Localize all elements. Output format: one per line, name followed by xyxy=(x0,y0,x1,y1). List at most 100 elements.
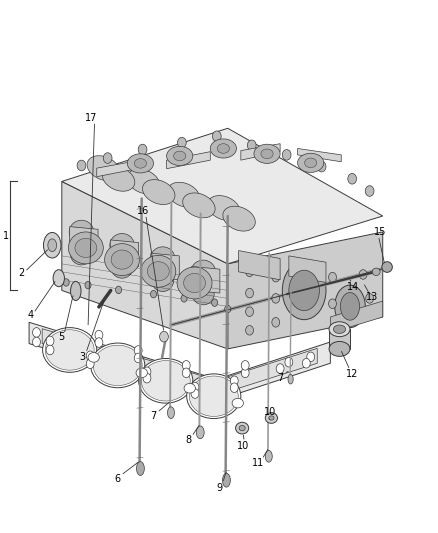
Ellipse shape xyxy=(75,238,97,257)
Circle shape xyxy=(150,290,156,298)
Polygon shape xyxy=(97,160,141,176)
Ellipse shape xyxy=(142,180,175,205)
Polygon shape xyxy=(166,152,210,168)
Circle shape xyxy=(246,326,254,335)
Ellipse shape xyxy=(42,328,97,372)
Ellipse shape xyxy=(184,273,205,293)
Text: 7: 7 xyxy=(150,411,157,422)
Ellipse shape xyxy=(136,368,148,377)
Ellipse shape xyxy=(261,149,273,159)
Text: 15: 15 xyxy=(374,227,386,237)
Circle shape xyxy=(283,150,291,160)
Ellipse shape xyxy=(102,166,135,191)
Ellipse shape xyxy=(304,158,317,167)
Ellipse shape xyxy=(254,144,280,164)
Ellipse shape xyxy=(288,374,293,384)
Ellipse shape xyxy=(152,270,173,292)
Text: 17: 17 xyxy=(85,112,98,123)
Polygon shape xyxy=(289,256,326,282)
Circle shape xyxy=(95,338,103,348)
Polygon shape xyxy=(151,253,179,280)
Polygon shape xyxy=(297,149,341,162)
Circle shape xyxy=(247,140,256,151)
Circle shape xyxy=(46,336,54,346)
Polygon shape xyxy=(241,144,280,160)
Text: 11: 11 xyxy=(252,458,265,468)
Ellipse shape xyxy=(88,353,99,362)
Ellipse shape xyxy=(329,342,350,357)
Ellipse shape xyxy=(177,267,212,299)
Ellipse shape xyxy=(150,247,175,270)
Circle shape xyxy=(212,131,221,142)
Ellipse shape xyxy=(335,285,365,328)
Ellipse shape xyxy=(269,416,274,420)
Ellipse shape xyxy=(236,422,249,434)
Ellipse shape xyxy=(189,376,238,416)
Text: 1: 1 xyxy=(4,231,10,241)
Circle shape xyxy=(63,279,69,286)
Ellipse shape xyxy=(196,426,204,439)
Circle shape xyxy=(103,153,112,164)
Text: 7: 7 xyxy=(277,373,283,383)
Ellipse shape xyxy=(329,322,350,337)
Ellipse shape xyxy=(372,268,380,276)
Polygon shape xyxy=(239,251,280,280)
Circle shape xyxy=(182,361,190,370)
Circle shape xyxy=(348,173,357,184)
Polygon shape xyxy=(330,301,383,333)
Ellipse shape xyxy=(141,255,176,287)
Ellipse shape xyxy=(191,260,215,284)
Ellipse shape xyxy=(53,270,64,287)
Ellipse shape xyxy=(137,462,145,475)
Polygon shape xyxy=(62,128,383,264)
Circle shape xyxy=(276,364,284,373)
Circle shape xyxy=(177,138,186,148)
Circle shape xyxy=(86,351,94,361)
Ellipse shape xyxy=(127,169,160,194)
Circle shape xyxy=(77,160,86,171)
Ellipse shape xyxy=(48,239,57,252)
Circle shape xyxy=(307,352,314,362)
Text: 14: 14 xyxy=(347,282,360,292)
Ellipse shape xyxy=(91,343,145,387)
Circle shape xyxy=(143,367,151,376)
Ellipse shape xyxy=(184,383,195,393)
Ellipse shape xyxy=(87,156,120,181)
Ellipse shape xyxy=(134,159,147,168)
Circle shape xyxy=(46,345,54,355)
Ellipse shape xyxy=(110,233,134,257)
Ellipse shape xyxy=(45,330,94,370)
Circle shape xyxy=(272,272,280,282)
Ellipse shape xyxy=(111,257,133,278)
Ellipse shape xyxy=(167,182,200,207)
Polygon shape xyxy=(110,240,139,266)
Text: 9: 9 xyxy=(216,483,222,492)
Ellipse shape xyxy=(210,139,237,158)
Circle shape xyxy=(32,337,40,347)
Ellipse shape xyxy=(127,154,153,173)
Circle shape xyxy=(225,305,231,313)
Polygon shape xyxy=(29,322,330,400)
Circle shape xyxy=(191,389,199,398)
Ellipse shape xyxy=(192,284,214,305)
Text: 6: 6 xyxy=(115,474,121,484)
Circle shape xyxy=(272,294,280,303)
Circle shape xyxy=(241,368,249,377)
Ellipse shape xyxy=(223,206,255,231)
Circle shape xyxy=(134,346,142,356)
Text: 10: 10 xyxy=(237,441,249,451)
Ellipse shape xyxy=(111,250,133,269)
Ellipse shape xyxy=(265,413,278,423)
Circle shape xyxy=(86,359,94,368)
Ellipse shape xyxy=(139,359,193,403)
Ellipse shape xyxy=(105,244,140,276)
Circle shape xyxy=(302,359,310,368)
Text: 5: 5 xyxy=(58,332,64,342)
Polygon shape xyxy=(191,266,220,293)
Ellipse shape xyxy=(71,244,92,265)
Circle shape xyxy=(366,294,374,303)
Polygon shape xyxy=(329,329,350,349)
Ellipse shape xyxy=(297,154,324,172)
Text: 4: 4 xyxy=(27,310,33,320)
Text: 16: 16 xyxy=(137,206,149,216)
